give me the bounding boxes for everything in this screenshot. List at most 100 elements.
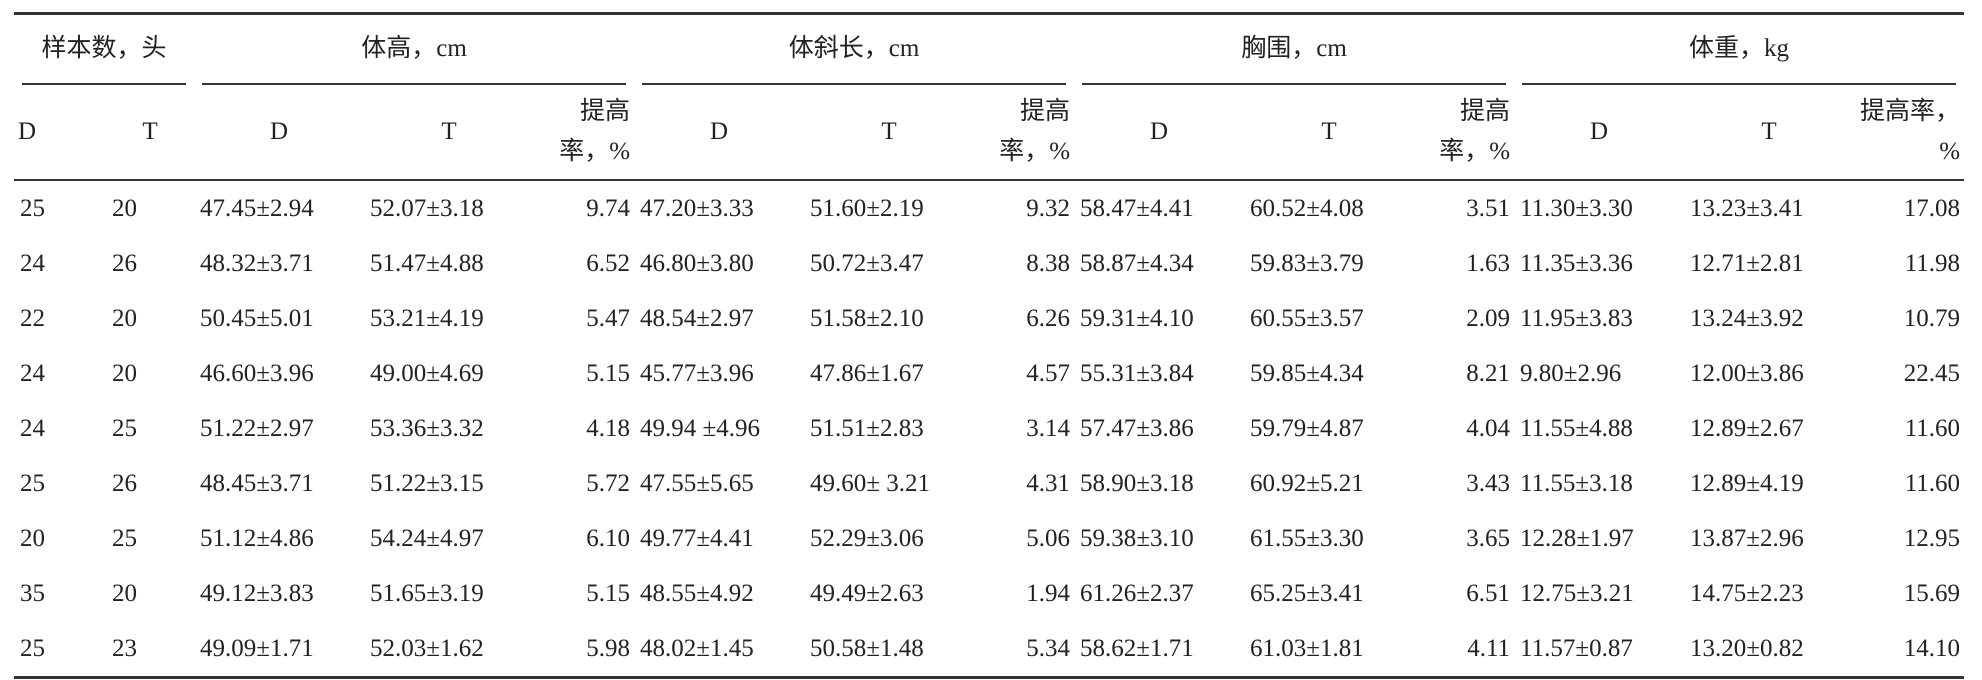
table-cell: 51.22±3.15 bbox=[370, 469, 484, 497]
table-cell: 11.60 bbox=[1904, 414, 1961, 442]
table-row: 25 26 48.45±3.71 51.22±3.15 5.72 47.55±5.65 49… bbox=[14, 456, 1964, 511]
sub-header: D bbox=[634, 85, 805, 181]
table-cell: 24 bbox=[20, 249, 45, 277]
table-cell: 55.31±3.84 bbox=[1080, 359, 1194, 387]
data-table: 样本数，头 体高，cm 体斜长，cm 胸围，cm 体重，kg D T D T 提高率，% D T 提高… bbox=[14, 12, 1965, 679]
table-cell: 59.85±4.34 bbox=[1250, 359, 1364, 387]
table-cell: 2.09 bbox=[1466, 304, 1511, 332]
table-cell: 6.51 bbox=[1466, 579, 1511, 607]
table-cell: 3.65 bbox=[1466, 524, 1511, 552]
table-cell: 49.60± 3.21 bbox=[810, 469, 930, 497]
table-cell: 5.34 bbox=[1026, 634, 1071, 662]
sub-header-row: D T D T 提高率，% D T 提高率，% D T 提高率，% D T 提高率，% bbox=[14, 85, 1965, 181]
table-cell: 58.47±4.41 bbox=[1080, 194, 1194, 222]
table-cell: 17.08 bbox=[1903, 194, 1961, 222]
sub-header: D bbox=[14, 85, 106, 181]
table-row: 24 20 46.60±3.96 49.00±4.69 5.15 45.77±3.96 47… bbox=[14, 346, 1964, 401]
table-cell: 12.00±3.86 bbox=[1690, 359, 1804, 387]
table-cell: 49.77±4.41 bbox=[640, 524, 754, 552]
table-cell: 12.89±2.67 bbox=[1690, 414, 1804, 442]
group-header-text: 样本数，头 bbox=[22, 15, 187, 85]
table-cell: 24 bbox=[20, 414, 45, 442]
table-cell: 11.55±3.18 bbox=[1520, 469, 1633, 497]
table-cell: 9.32 bbox=[1026, 194, 1071, 222]
table-cell: 50.72±3.47 bbox=[810, 249, 924, 277]
table-cell: 4.18 bbox=[586, 414, 631, 442]
table-cell: 25 bbox=[112, 524, 137, 552]
table-cell: 52.07±3.18 bbox=[370, 194, 484, 222]
table-cell: 47.45±2.94 bbox=[200, 194, 314, 222]
table-cell: 6.10 bbox=[586, 524, 631, 552]
group-header-row: 样本数，头 体高，cm 体斜长，cm 胸围，cm 体重，kg bbox=[14, 14, 1964, 85]
table-cell: 60.52±4.08 bbox=[1250, 194, 1364, 222]
table-body: 25 20 47.45±2.94 52.07±3.18 9.74 47.20±3.33 51… bbox=[14, 180, 1964, 678]
table-cell: 61.55±3.30 bbox=[1250, 524, 1364, 552]
table-cell: 11.55±4.88 bbox=[1520, 414, 1633, 442]
group-header-text: 体斜长，cm bbox=[642, 15, 1067, 85]
table-cell: 46.60±3.96 bbox=[200, 359, 314, 387]
table-cell: 1.94 bbox=[1026, 579, 1071, 607]
table-cell: 54.24±4.97 bbox=[370, 524, 484, 552]
table-row: 24 25 51.22±2.97 53.36±3.32 4.18 49.94 ±4.96 5… bbox=[14, 401, 1964, 456]
table-cell: 5.98 bbox=[586, 634, 631, 662]
group-header: 体高，cm bbox=[194, 14, 634, 85]
table-row: 22 20 50.45±5.01 53.21±4.19 5.47 48.54±2.97 51… bbox=[14, 291, 1964, 346]
table-cell: 11.57±0.87 bbox=[1520, 634, 1633, 662]
table-cell: 51.60±2.19 bbox=[810, 194, 924, 222]
table-cell: 49.94 ±4.96 bbox=[640, 414, 760, 442]
table-cell: 60.92±5.21 bbox=[1250, 469, 1364, 497]
group-header-text: 体重，kg bbox=[1522, 15, 1957, 85]
table-cell: 6.52 bbox=[586, 249, 631, 277]
table-cell: 4.31 bbox=[1026, 469, 1071, 497]
table-cell: 9.80±2.96 bbox=[1520, 359, 1622, 387]
table-cell: 61.03±1.81 bbox=[1250, 634, 1364, 662]
table-row: 20 25 51.12±4.86 54.24±4.97 6.10 49.77±4.41 52… bbox=[14, 511, 1964, 566]
table-cell: 12.71±2.81 bbox=[1690, 249, 1804, 277]
table-cell: 58.90±3.18 bbox=[1080, 469, 1194, 497]
table-cell: 59.31±4.10 bbox=[1080, 304, 1194, 332]
group-header: 体斜长，cm bbox=[634, 14, 1074, 85]
table-cell: 20 bbox=[112, 304, 137, 332]
table-cell: 5.15 bbox=[586, 359, 631, 387]
table-cell: 3.43 bbox=[1466, 469, 1511, 497]
table-cell: 5.06 bbox=[1026, 524, 1071, 552]
sub-header: T bbox=[804, 85, 975, 181]
sub-header: T bbox=[106, 85, 195, 181]
table-cell: 11.30±3.30 bbox=[1520, 194, 1633, 222]
table-cell: 1.63 bbox=[1466, 249, 1511, 277]
sub-header: 提高率，% bbox=[534, 85, 635, 181]
table-cell: 25 bbox=[20, 194, 45, 222]
table-cell: 51.22±2.97 bbox=[200, 414, 314, 442]
group-header: 胸围，cm bbox=[1074, 14, 1514, 85]
table-cell: 47.55±5.65 bbox=[640, 469, 754, 497]
table-cell: 20 bbox=[20, 524, 45, 552]
table-cell: 6.26 bbox=[1026, 304, 1071, 332]
table-cell: 48.45±3.71 bbox=[200, 469, 314, 497]
table-cell: 24 bbox=[20, 359, 45, 387]
table-cell: 14.10 bbox=[1903, 634, 1961, 662]
table-cell: 12.28±1.97 bbox=[1520, 524, 1634, 552]
sub-header: 提高率，% bbox=[974, 85, 1075, 181]
table-cell: 4.11 bbox=[1467, 634, 1511, 662]
table-row: 25 23 49.09±1.71 52.03±1.62 5.98 48.02±1.45 50… bbox=[14, 621, 1964, 678]
table-cell: 5.72 bbox=[586, 469, 631, 497]
group-header: 样本数，头 bbox=[14, 14, 194, 85]
table-cell: 4.04 bbox=[1466, 414, 1511, 442]
table-cell: 20 bbox=[112, 194, 137, 222]
table-cell: 22.45 bbox=[1903, 359, 1961, 387]
sub-header: T bbox=[1684, 85, 1855, 181]
table-cell: 58.87±4.34 bbox=[1080, 249, 1194, 277]
table-cell: 15.69 bbox=[1903, 579, 1961, 607]
table-cell: 10.79 bbox=[1903, 304, 1961, 332]
table-cell: 47.20±3.33 bbox=[640, 194, 754, 222]
table-cell: 51.65±3.19 bbox=[370, 579, 484, 607]
table-cell: 12.75±3.21 bbox=[1520, 579, 1634, 607]
table-cell: 51.51±2.83 bbox=[810, 414, 924, 442]
table-cell: 20 bbox=[112, 359, 137, 387]
table-cell: 3.14 bbox=[1026, 414, 1071, 442]
sub-header: 提高率，% bbox=[1414, 85, 1515, 181]
table-cell: 26 bbox=[112, 469, 137, 497]
table-cell: 65.25±3.41 bbox=[1250, 579, 1364, 607]
table-cell: 22 bbox=[20, 304, 45, 332]
